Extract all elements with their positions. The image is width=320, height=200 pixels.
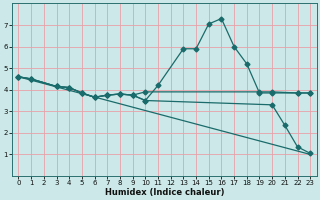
X-axis label: Humidex (Indice chaleur): Humidex (Indice chaleur) <box>105 188 224 197</box>
